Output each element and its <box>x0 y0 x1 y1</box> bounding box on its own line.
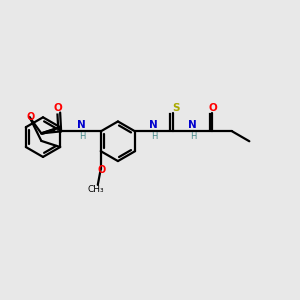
Text: O: O <box>98 165 106 175</box>
Text: H: H <box>151 132 157 141</box>
Text: N: N <box>76 120 85 130</box>
Text: O: O <box>26 112 35 122</box>
Text: H: H <box>190 132 197 141</box>
Text: O: O <box>54 103 62 112</box>
Text: CH₃: CH₃ <box>88 185 104 194</box>
Text: O: O <box>209 103 218 112</box>
Text: N: N <box>188 120 197 130</box>
Text: N: N <box>148 120 157 130</box>
Text: H: H <box>79 132 85 141</box>
Text: S: S <box>172 103 179 112</box>
